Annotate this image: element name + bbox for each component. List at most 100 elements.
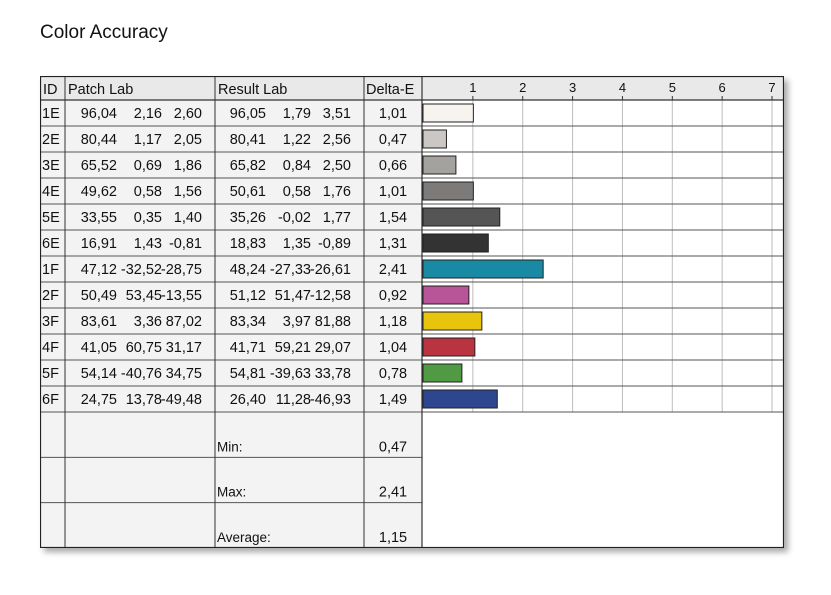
delta-e-value: 0,92 (379, 288, 407, 304)
patch-lab-value: 53,45 (126, 288, 162, 304)
result-lab-value: 3,97 (283, 314, 311, 330)
result-lab-value: 0,58 (283, 184, 311, 200)
patch-lab-value: 3,36 (134, 314, 162, 330)
summary-label: Max: (217, 485, 246, 500)
patch-lab-value: 49,62 (81, 184, 117, 200)
patch-lab-value: 0,35 (134, 210, 162, 226)
chart-title: Color Accuracy (40, 22, 168, 43)
delta-e-value: 1,54 (379, 210, 407, 226)
color-accuracy-table: ID Patch Lab Result Lab Delta-E 1 2 3 4 5 6 7 1E 96,… (40, 76, 784, 548)
x-tick-label: 7 (768, 80, 775, 95)
header-patch-lab: Patch Lab (68, 82, 133, 98)
bar-3E (422, 155, 457, 175)
chart-empty-area (422, 412, 784, 548)
patch-lab-value: -32,52 (121, 262, 162, 278)
bar-6E (422, 233, 489, 253)
row-id: 2F (42, 288, 59, 304)
delta-e-value: 1,31 (379, 236, 407, 252)
patch-lab-value: 0,58 (134, 184, 162, 200)
header-result-lab: Result Lab (218, 82, 287, 98)
patch-lab-value: -0,81 (169, 236, 202, 252)
result-lab-value: 29,07 (315, 340, 351, 356)
table-border (40, 76, 784, 548)
bar-2E (422, 129, 447, 149)
bar-5E (422, 207, 501, 227)
bar-2F (422, 285, 470, 305)
x-tick-label: 1 (469, 80, 476, 95)
x-tick-label: 4 (619, 80, 626, 95)
result-lab-value: -39,63 (270, 366, 311, 382)
patch-lab-value: 2,05 (174, 132, 202, 148)
patch-lab-value: 83,61 (81, 314, 117, 330)
row-id: 6E (42, 236, 60, 252)
result-lab-value: 18,83 (230, 236, 266, 252)
result-lab-value: 51,47 (275, 288, 311, 304)
delta-e-value: 1,18 (379, 314, 407, 330)
summary-value: 1,15 (379, 530, 407, 546)
row-id: 3F (42, 314, 59, 330)
result-lab-value: -0,02 (278, 210, 311, 226)
x-tick-label: 2 (519, 80, 526, 95)
row-id: 5F (42, 366, 59, 382)
summary-value: 2,41 (379, 485, 407, 501)
bar-6F (422, 389, 498, 409)
row-id: 4E (42, 184, 60, 200)
row-id: 2E (42, 132, 60, 148)
row-id: 1E (42, 106, 60, 122)
patch-lab-value: 54,14 (81, 366, 117, 382)
patch-lab-value: 16,91 (81, 236, 117, 252)
header-delta-e: Delta-E (366, 82, 415, 98)
patch-lab-value: 0,69 (134, 158, 162, 174)
patch-lab-value: 1,43 (134, 236, 162, 252)
patch-lab-value: 96,04 (81, 106, 117, 122)
result-lab-value: -0,89 (318, 236, 351, 252)
delta-e-value: 2,41 (379, 262, 407, 278)
patch-lab-value: 1,17 (134, 132, 162, 148)
result-lab-value: 33,78 (315, 366, 351, 382)
patch-lab-value: 1,86 (174, 158, 202, 174)
patch-lab-value: 65,52 (81, 158, 117, 174)
patch-lab-value: -13,55 (161, 288, 202, 304)
patch-lab-value: 2,16 (134, 106, 162, 122)
bar-4E (422, 181, 474, 201)
patch-lab-value: 1,56 (174, 184, 202, 200)
result-lab-value: -27,33 (270, 262, 311, 278)
result-lab-value: 2,56 (323, 132, 351, 148)
result-lab-value: 1,22 (283, 132, 311, 148)
patch-lab-value: 80,44 (81, 132, 117, 148)
row-id: 5E (42, 210, 60, 226)
patch-lab-value: 24,75 (81, 392, 117, 408)
patch-lab-value: 60,75 (126, 340, 162, 356)
bar-3F (422, 311, 483, 331)
patch-lab-value: 34,75 (166, 366, 202, 382)
result-lab-value: 48,24 (230, 262, 266, 278)
patch-lab-value: 50,49 (81, 288, 117, 304)
result-lab-value: 41,71 (230, 340, 266, 356)
patch-lab-value: 47,12 (81, 262, 117, 278)
result-lab-value: -12,58 (310, 288, 351, 304)
result-lab-value: 80,41 (230, 132, 266, 148)
delta-e-value: 0,66 (379, 158, 407, 174)
result-lab-value: 1,77 (323, 210, 351, 226)
header-id: ID (43, 82, 58, 98)
row-id: 3E (42, 158, 60, 174)
result-lab-value: 26,40 (230, 392, 266, 408)
result-lab-value: -26,61 (310, 262, 351, 278)
delta-e-value: 1,04 (379, 340, 407, 356)
patch-lab-value: 31,17 (166, 340, 202, 356)
patch-lab-value: 33,55 (81, 210, 117, 226)
row-id: 6F (42, 392, 59, 408)
row-id: 1F (42, 262, 59, 278)
summary-label: Average: (217, 530, 271, 545)
patch-lab-value: 41,05 (81, 340, 117, 356)
header-row-bg (40, 76, 784, 100)
result-lab-value: -46,93 (310, 392, 351, 408)
result-lab-value: 59,21 (275, 340, 311, 356)
bar-4F (422, 337, 476, 357)
bar-1F (422, 259, 544, 279)
result-lab-value: 1,35 (283, 236, 311, 252)
delta-e-value: 1,01 (379, 106, 407, 122)
result-lab-value: 3,51 (323, 106, 351, 122)
patch-lab-value: 13,78 (126, 392, 162, 408)
result-lab-value: 51,12 (230, 288, 266, 304)
